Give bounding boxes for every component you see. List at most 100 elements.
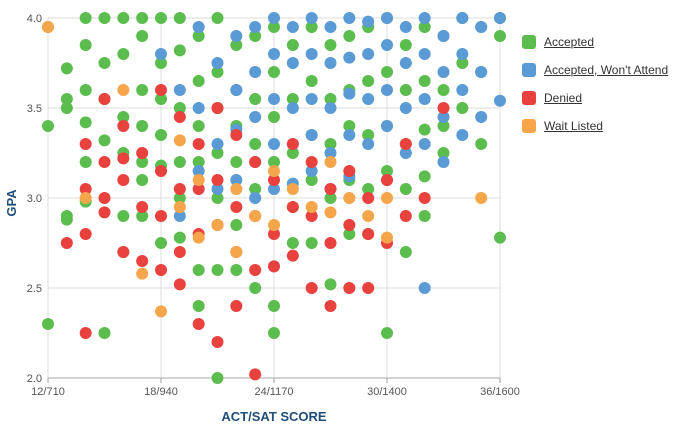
point-denied[interactable] [286, 138, 299, 150]
point-accepted-won-t-attend[interactable] [286, 102, 299, 114]
legend-item-denied[interactable]: Denied [522, 84, 678, 112]
point-accepted-won-t-attend[interactable] [211, 138, 224, 150]
point-accepted-won-t-attend[interactable] [343, 51, 356, 64]
point-accepted-won-t-attend[interactable] [418, 282, 431, 294]
point-accepted-won-t-attend[interactable] [475, 21, 488, 33]
point-accepted[interactable] [343, 30, 356, 42]
point-denied[interactable] [173, 111, 186, 123]
point-accepted-won-t-attend[interactable] [324, 57, 337, 69]
point-accepted-won-t-attend[interactable] [381, 39, 393, 51]
point-accepted[interactable] [305, 237, 318, 249]
point-wait-listed[interactable] [381, 192, 393, 204]
point-accepted[interactable] [136, 174, 149, 186]
point-accepted-won-t-attend[interactable] [399, 102, 412, 114]
point-accepted[interactable] [211, 66, 224, 78]
point-denied[interactable] [249, 156, 262, 168]
point-denied[interactable] [192, 183, 205, 195]
point-accepted[interactable] [324, 138, 337, 150]
point-accepted-won-t-attend[interactable] [456, 12, 469, 24]
point-denied[interactable] [305, 210, 318, 222]
point-accepted[interactable] [155, 237, 167, 249]
point-accepted[interactable] [136, 12, 149, 24]
point-accepted[interactable] [136, 210, 149, 222]
point-accepted[interactable] [136, 30, 149, 42]
point-denied[interactable] [192, 318, 205, 330]
point-accepted-won-t-attend[interactable] [249, 111, 262, 123]
point-accepted-won-t-attend[interactable] [305, 129, 318, 141]
point-accepted[interactable] [268, 21, 280, 33]
point-accepted[interactable] [437, 84, 450, 96]
point-accepted[interactable] [418, 170, 431, 183]
point-denied[interactable] [286, 249, 299, 262]
point-accepted-won-t-attend[interactable] [249, 66, 262, 78]
point-accepted[interactable] [79, 156, 92, 168]
point-accepted[interactable] [268, 300, 280, 312]
point-accepted-won-t-attend[interactable] [437, 30, 450, 42]
point-denied[interactable] [230, 300, 243, 312]
point-accepted[interactable] [98, 327, 111, 339]
point-accepted-won-t-attend[interactable] [155, 48, 167, 60]
point-accepted-won-t-attend[interactable] [437, 66, 450, 78]
point-accepted-won-t-attend[interactable] [305, 48, 318, 60]
point-accepted[interactable] [399, 84, 412, 96]
point-accepted-won-t-attend[interactable] [475, 111, 488, 123]
point-accepted[interactable] [381, 327, 393, 339]
point-accepted-won-t-attend[interactable] [305, 12, 318, 24]
point-accepted[interactable] [230, 39, 243, 51]
point-accepted[interactable] [98, 12, 111, 24]
point-wait-listed[interactable] [268, 219, 280, 231]
point-accepted[interactable] [98, 134, 111, 147]
point-accepted[interactable] [211, 147, 224, 159]
point-accepted[interactable] [211, 372, 224, 384]
point-denied[interactable] [136, 147, 149, 159]
point-accepted[interactable] [211, 264, 224, 276]
point-accepted[interactable] [381, 165, 393, 177]
point-accepted[interactable] [286, 39, 299, 51]
point-accepted-won-t-attend[interactable] [192, 21, 205, 33]
point-accepted-won-t-attend[interactable] [343, 87, 356, 100]
point-accepted-won-t-attend[interactable] [192, 102, 205, 114]
point-accepted[interactable] [98, 57, 111, 69]
point-accepted[interactable] [324, 278, 337, 291]
point-denied[interactable] [173, 278, 186, 291]
point-denied[interactable] [173, 183, 186, 195]
point-wait-listed[interactable] [324, 156, 337, 168]
point-denied[interactable] [286, 201, 299, 213]
point-accepted-won-t-attend[interactable] [343, 129, 356, 141]
point-accepted[interactable] [155, 93, 167, 105]
point-wait-listed[interactable] [475, 192, 488, 204]
point-wait-listed[interactable] [173, 201, 186, 213]
point-wait-listed[interactable] [381, 231, 393, 244]
legend-item-accepted-won-t-attend[interactable]: Accepted, Won't Attend [522, 56, 678, 84]
point-denied[interactable] [399, 138, 412, 150]
point-denied[interactable] [305, 156, 318, 168]
point-denied[interactable] [155, 210, 167, 222]
point-accepted[interactable] [268, 156, 280, 168]
point-accepted-won-t-attend[interactable] [437, 111, 450, 123]
point-accepted-won-t-attend[interactable] [362, 48, 375, 60]
point-denied[interactable] [362, 192, 375, 204]
point-accepted-won-t-attend[interactable] [418, 93, 431, 105]
point-accepted[interactable] [192, 300, 205, 312]
point-denied[interactable] [399, 210, 412, 222]
point-denied[interactable] [155, 165, 167, 177]
point-wait-listed[interactable] [305, 201, 318, 213]
point-accepted-won-t-attend[interactable] [249, 192, 262, 204]
point-accepted-won-t-attend[interactable] [286, 57, 299, 69]
point-accepted-won-t-attend[interactable] [230, 30, 243, 42]
point-accepted[interactable] [173, 102, 186, 114]
point-accepted-won-t-attend[interactable] [268, 93, 280, 105]
point-accepted-won-t-attend[interactable] [381, 84, 393, 96]
point-accepted-won-t-attend[interactable] [418, 12, 431, 24]
point-accepted[interactable] [324, 93, 337, 105]
point-accepted[interactable] [286, 237, 299, 249]
point-accepted[interactable] [192, 120, 205, 132]
point-accepted-won-t-attend[interactable] [494, 12, 506, 24]
point-denied[interactable] [343, 282, 356, 294]
point-accepted-won-t-attend[interactable] [211, 183, 224, 195]
point-accepted-won-t-attend[interactable] [286, 21, 299, 33]
point-denied[interactable] [98, 156, 111, 168]
point-accepted-won-t-attend[interactable] [475, 66, 488, 78]
point-wait-listed[interactable] [343, 192, 356, 204]
point-accepted-won-t-attend[interactable] [399, 21, 412, 33]
